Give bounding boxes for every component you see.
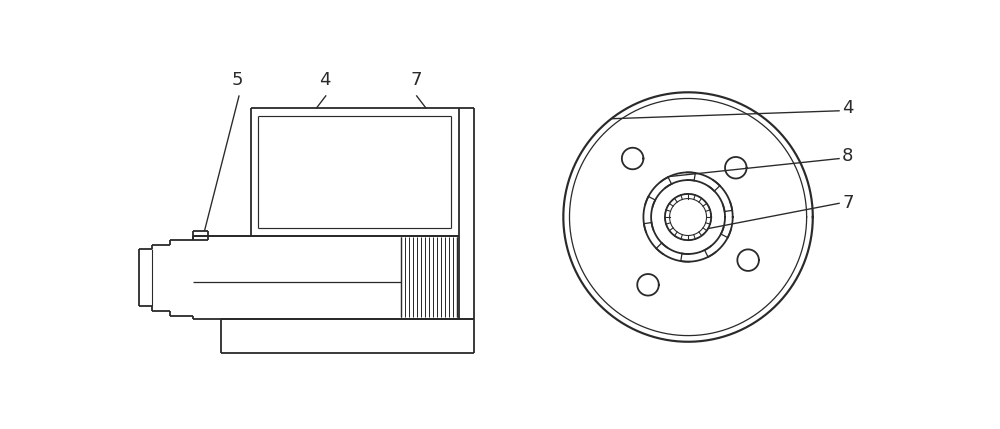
Text: 7: 7: [411, 71, 422, 89]
Text: 5: 5: [231, 71, 243, 89]
Text: 8: 8: [842, 147, 853, 165]
Text: 7: 7: [842, 194, 854, 212]
Text: 4: 4: [319, 71, 330, 89]
Text: 4: 4: [842, 100, 854, 118]
